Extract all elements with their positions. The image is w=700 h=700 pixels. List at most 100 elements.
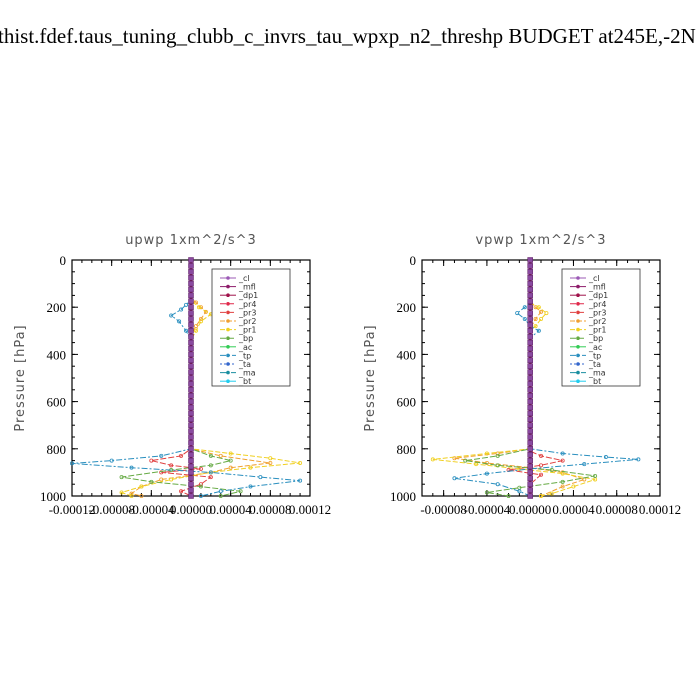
x-tick-label: 0.00000 <box>170 502 212 517</box>
legend-marker <box>226 319 230 323</box>
series-point <box>560 479 565 484</box>
legend-marker <box>226 370 230 375</box>
zero-profile-marker <box>527 345 533 352</box>
series-point <box>549 468 554 473</box>
zero-profile-marker <box>527 369 533 375</box>
series-point <box>70 461 75 466</box>
series-point <box>484 490 489 495</box>
zero-profile-marker <box>527 387 533 393</box>
series-point <box>179 307 184 312</box>
zero-profile-marker <box>527 434 533 440</box>
series-point <box>463 458 468 463</box>
zero-profile-marker <box>527 263 533 269</box>
series-point <box>593 473 598 478</box>
legend-label: _cl <box>238 274 250 283</box>
series-point <box>208 463 213 468</box>
x-tick-label: -0.00004 <box>128 502 175 517</box>
x-tick-label: 0.00000 <box>509 502 551 517</box>
series-point <box>539 472 544 477</box>
zero-profile-marker <box>527 316 533 322</box>
legend-box <box>561 268 641 387</box>
y-tick-label: 400 <box>397 347 417 362</box>
series-point <box>198 482 203 487</box>
legend-marker <box>226 327 230 332</box>
legend-label: _pr2 <box>238 317 256 326</box>
legend-marker <box>576 370 580 375</box>
series-point <box>139 493 144 498</box>
legend-marker <box>576 276 580 280</box>
series-point <box>218 489 223 494</box>
series-point <box>298 478 303 483</box>
legend-marker <box>576 336 580 341</box>
series-point <box>198 319 203 324</box>
y-tick-label: 800 <box>47 442 67 457</box>
series-point <box>248 465 253 470</box>
zero-profile-marker <box>527 457 533 464</box>
zero-profile-marker <box>188 387 194 393</box>
legend-label: _pr1 <box>588 326 606 335</box>
zero-profile-marker <box>527 310 533 316</box>
series-point <box>539 316 544 321</box>
page-title: thist.fdef.taus_tuning_clubb_c_invrs_tau… <box>0 24 696 48</box>
series-point <box>238 489 243 494</box>
zero-profile-marker <box>188 298 194 305</box>
series-point <box>533 324 538 329</box>
series-point <box>218 493 223 498</box>
zero-profile-marker <box>188 328 194 334</box>
zero-profile-marker <box>527 280 533 287</box>
series-point <box>208 470 213 475</box>
zero-profile-marker <box>188 339 194 346</box>
series-point <box>636 457 641 462</box>
legend-label: _ma <box>588 369 606 378</box>
legend-marker <box>576 293 580 298</box>
series-point <box>536 328 541 333</box>
zero-profile-marker <box>527 333 533 340</box>
series-point <box>582 462 587 467</box>
zero-profile-marker <box>188 428 194 434</box>
series-point <box>495 463 500 468</box>
series-point <box>495 453 500 458</box>
zero-profile-marker <box>188 322 194 328</box>
legend-marker <box>226 336 230 341</box>
legend-label: _ma <box>238 369 256 378</box>
series-point <box>544 311 549 316</box>
legend-label: _tp <box>238 351 251 360</box>
legend-label: _pr3 <box>238 308 256 317</box>
legend-marker <box>226 379 230 384</box>
series-point <box>228 451 233 456</box>
zero-profile-marker <box>527 428 533 434</box>
zero-profile-marker <box>527 274 533 281</box>
zero-profile-marker <box>188 381 194 387</box>
panel-title: vpwp 1xm^2/s^3 <box>475 233 606 248</box>
legend-marker <box>576 319 580 323</box>
series-point <box>549 491 554 496</box>
y-tick-label: 600 <box>397 395 417 410</box>
zero-profile-marker <box>527 351 533 358</box>
x-tick-label: -0.00008 <box>88 502 135 517</box>
zero-profile-marker <box>527 322 533 328</box>
zero-profile-marker <box>527 381 533 387</box>
series-point <box>193 328 198 333</box>
zero-profile-marker <box>527 446 533 452</box>
zero-profile-marker <box>188 345 194 352</box>
legend-marker <box>226 293 230 298</box>
legend-box <box>211 268 291 387</box>
zero-profile-marker <box>527 422 533 428</box>
legend-label: _ac <box>238 343 252 352</box>
zero-profile-marker <box>188 392 194 399</box>
zero-profile-marker <box>527 463 533 470</box>
zero-profile-marker <box>527 416 533 423</box>
zero-profile-marker <box>527 286 533 293</box>
series-line-tp <box>71 260 301 497</box>
series-line-pr3 <box>151 260 213 497</box>
series-point <box>208 453 213 458</box>
zero-profile-marker <box>527 493 533 499</box>
legend-marker <box>226 302 230 306</box>
legend-label: _bp <box>588 334 603 343</box>
series-point <box>522 305 527 310</box>
series-point <box>149 458 154 463</box>
legend-label: _pr1 <box>238 326 256 335</box>
zero-profile-marker <box>188 304 194 310</box>
legend-label: _bt <box>238 377 251 386</box>
zero-profile-marker <box>188 463 194 470</box>
